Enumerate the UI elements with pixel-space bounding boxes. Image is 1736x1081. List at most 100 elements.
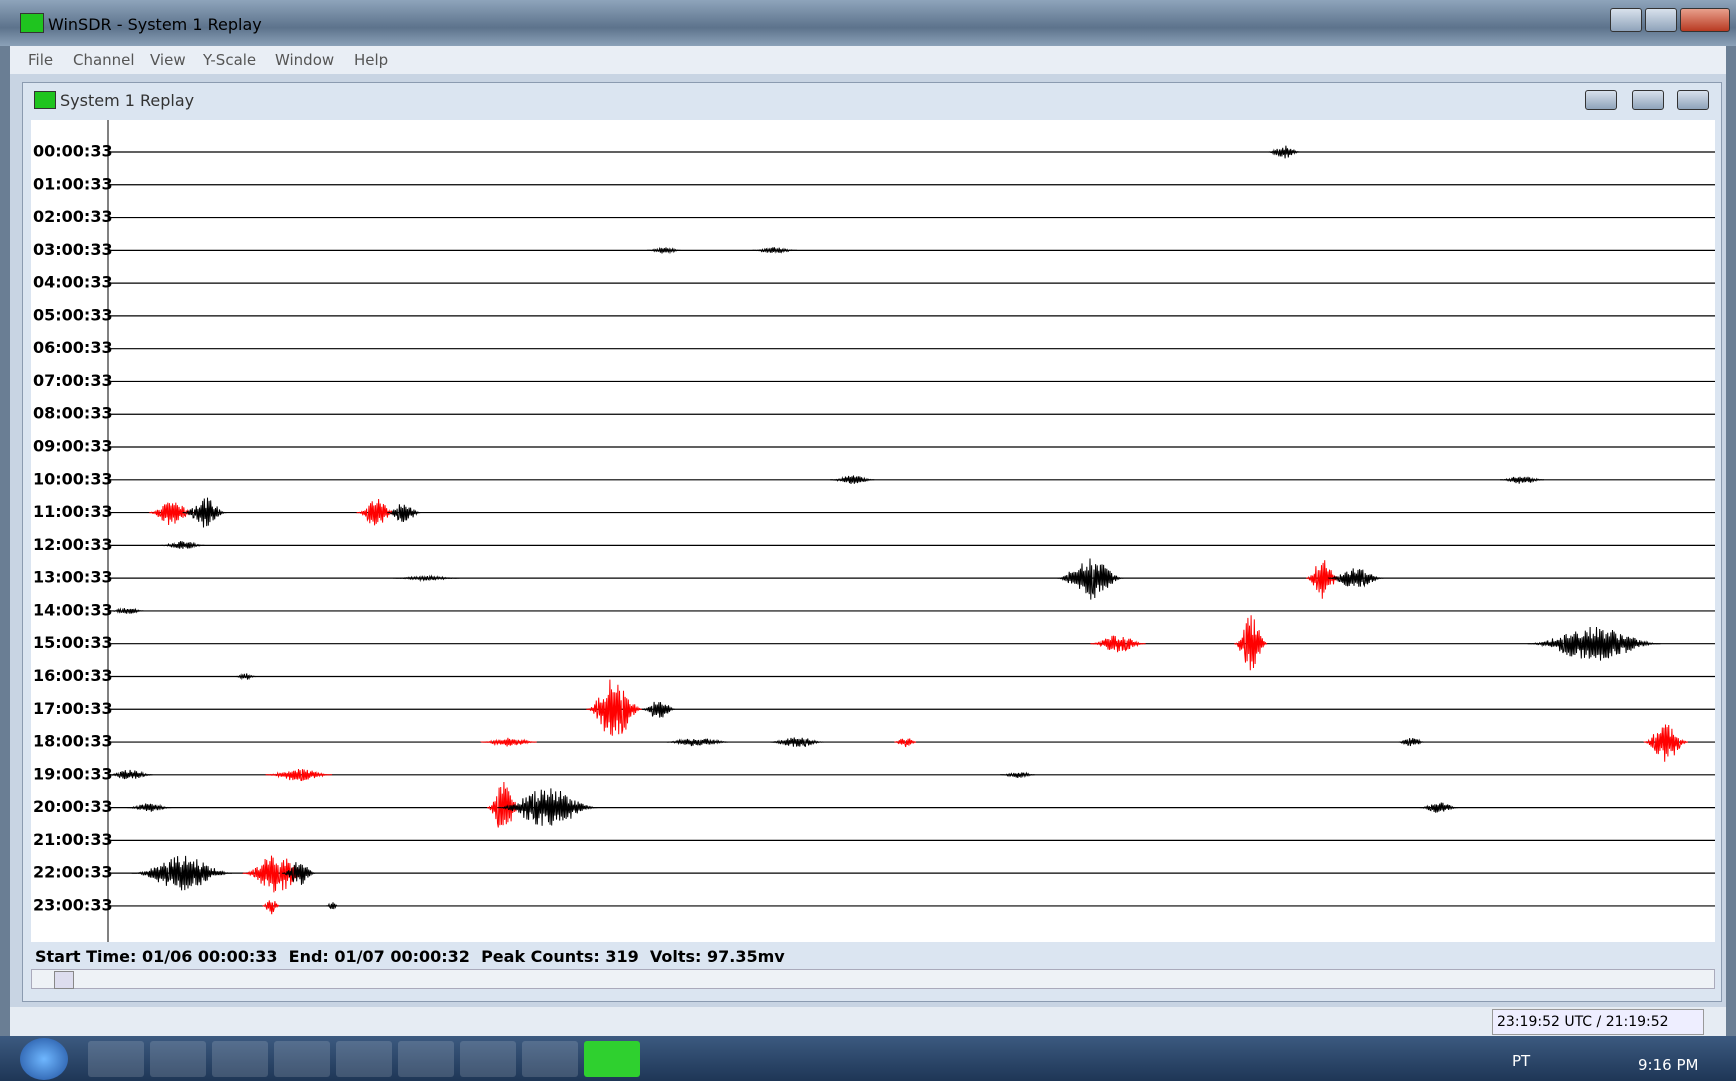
- row-time-label: 07:00:33: [33, 371, 113, 390]
- seismic-burst: [768, 737, 825, 748]
- seismic-burst: [487, 781, 521, 828]
- seismic-burst: [1327, 568, 1384, 588]
- status-bar: [10, 1007, 1726, 1036]
- row-time-label: 23:00:33: [33, 895, 113, 914]
- seismic-burst: [1267, 145, 1301, 159]
- window-title: WinSDR - System 1 Replay: [48, 15, 262, 34]
- taskbar-button[interactable]: [584, 1041, 640, 1077]
- seismic-burst: [131, 855, 232, 891]
- seismic-burst: [234, 673, 257, 681]
- taskbar-button[interactable]: [460, 1041, 516, 1077]
- taskbar-button[interactable]: [398, 1041, 454, 1077]
- seismic-burst: [127, 803, 172, 812]
- seismic-burst: [392, 574, 460, 583]
- seismic-burst: [1305, 560, 1340, 599]
- taskbar-button[interactable]: [274, 1041, 330, 1077]
- child-icon: [34, 91, 56, 109]
- menu-item[interactable]: Channel: [73, 51, 135, 69]
- seismic-burst: [262, 900, 280, 915]
- row-time-label: 01:00:33: [33, 174, 113, 193]
- row-time-label: 17:00:33: [33, 699, 113, 718]
- child-minimize[interactable]: [1585, 90, 1617, 110]
- status-clock: 23:19:52 UTC / 21:19:52 Local: [1492, 1009, 1704, 1054]
- seismic-burst: [149, 502, 194, 526]
- row-time-label: 14:00:33: [33, 600, 113, 619]
- row-time-label: 05:00:33: [33, 305, 113, 324]
- seismic-burst: [1056, 558, 1124, 600]
- row-time-label: 12:00:33: [33, 535, 113, 554]
- menu-item[interactable]: Help: [354, 51, 389, 69]
- row-time-label: 16:00:33: [33, 666, 113, 685]
- seismic-burst: [265, 768, 333, 782]
- seismic-burst: [108, 769, 153, 780]
- seismic-burst: [1234, 615, 1268, 671]
- seismic-burst: [999, 771, 1035, 779]
- menu-item[interactable]: View: [150, 51, 186, 69]
- seismic-burst: [894, 738, 917, 748]
- child-close[interactable]: [1677, 90, 1709, 110]
- seismic-burst: [647, 246, 681, 255]
- row-time-label: 06:00:33: [33, 338, 113, 357]
- seismogram-plot: 00:00:33 01:00:33 02:00:33 03:00:33 04:00:33…: [31, 120, 1715, 942]
- scrollbar[interactable]: [31, 969, 1715, 989]
- child-title: System 1 Replay: [60, 91, 195, 110]
- close-button[interactable]: [1680, 8, 1730, 32]
- seismic-burst: [326, 902, 338, 910]
- info-line: Start Time: 01/06 00:00:33 End: 01/07 00…: [35, 947, 785, 966]
- seismic-burst: [663, 738, 731, 747]
- row-time-label: 15:00:33: [33, 633, 113, 652]
- seismic-burst: [1397, 738, 1425, 747]
- seismic-burst: [159, 541, 205, 549]
- seismic-burst: [1643, 724, 1688, 762]
- row-time-label: 02:00:33: [33, 207, 113, 226]
- row-time-label: 09:00:33: [33, 437, 113, 456]
- scroll-thumb[interactable]: [54, 971, 74, 989]
- row-time-label: 10:00:33: [33, 469, 113, 488]
- taskbar-button[interactable]: [150, 1041, 206, 1077]
- taskbar-clock[interactable]: 9:16 PM: [1638, 1056, 1699, 1074]
- taskbar: [0, 1036, 1736, 1081]
- seismic-burst: [356, 498, 396, 526]
- minimize-button[interactable]: [1610, 8, 1642, 32]
- child-restore[interactable]: [1632, 90, 1664, 110]
- seismic-burst: [1419, 802, 1459, 813]
- row-time-label: 03:00:33: [33, 240, 113, 259]
- row-time-label: 19:00:33: [33, 764, 113, 783]
- seismic-burst: [281, 862, 316, 885]
- seismic-burst: [1090, 635, 1146, 653]
- title-bar: [0, 0, 1736, 46]
- row-time-label: 04:00:33: [33, 273, 113, 292]
- seismic-burst: [830, 475, 875, 484]
- row-time-label: 13:00:33: [33, 568, 113, 587]
- row-time-label: 20:00:33: [33, 797, 113, 816]
- row-time-label: 11:00:33: [33, 502, 113, 521]
- seismic-burst: [110, 607, 144, 614]
- start-button[interactable]: [20, 1038, 68, 1080]
- seismic-burst: [498, 788, 598, 826]
- taskbar-button[interactable]: [522, 1041, 578, 1077]
- maximize-button[interactable]: [1645, 8, 1677, 32]
- menu-bar: [10, 46, 1726, 74]
- language-indicator[interactable]: PT: [1512, 1052, 1531, 1070]
- menu-item[interactable]: File: [28, 51, 54, 69]
- row-time-label: 08:00:33: [33, 404, 113, 423]
- row-time-label: 00:00:33: [33, 142, 113, 161]
- seismic-burst: [387, 504, 421, 523]
- seismic-burst: [752, 247, 797, 254]
- seismic-burst: [586, 679, 642, 736]
- menu-item[interactable]: Y-Scale: [203, 51, 257, 69]
- seismic-burst: [182, 497, 227, 528]
- app-icon: [20, 13, 44, 33]
- menu-item[interactable]: Window: [275, 51, 335, 69]
- seismic-burst: [1499, 476, 1544, 484]
- row-time-label: 18:00:33: [33, 732, 113, 751]
- taskbar-button[interactable]: [336, 1041, 392, 1077]
- row-time-label: 22:00:33: [33, 863, 113, 882]
- seismic-burst: [1527, 626, 1661, 661]
- row-time-label: 21:00:33: [33, 830, 113, 849]
- seismic-burst: [641, 701, 675, 718]
- seismic-burst: [480, 737, 537, 747]
- taskbar-button[interactable]: [212, 1041, 268, 1077]
- taskbar-button[interactable]: [88, 1041, 144, 1077]
